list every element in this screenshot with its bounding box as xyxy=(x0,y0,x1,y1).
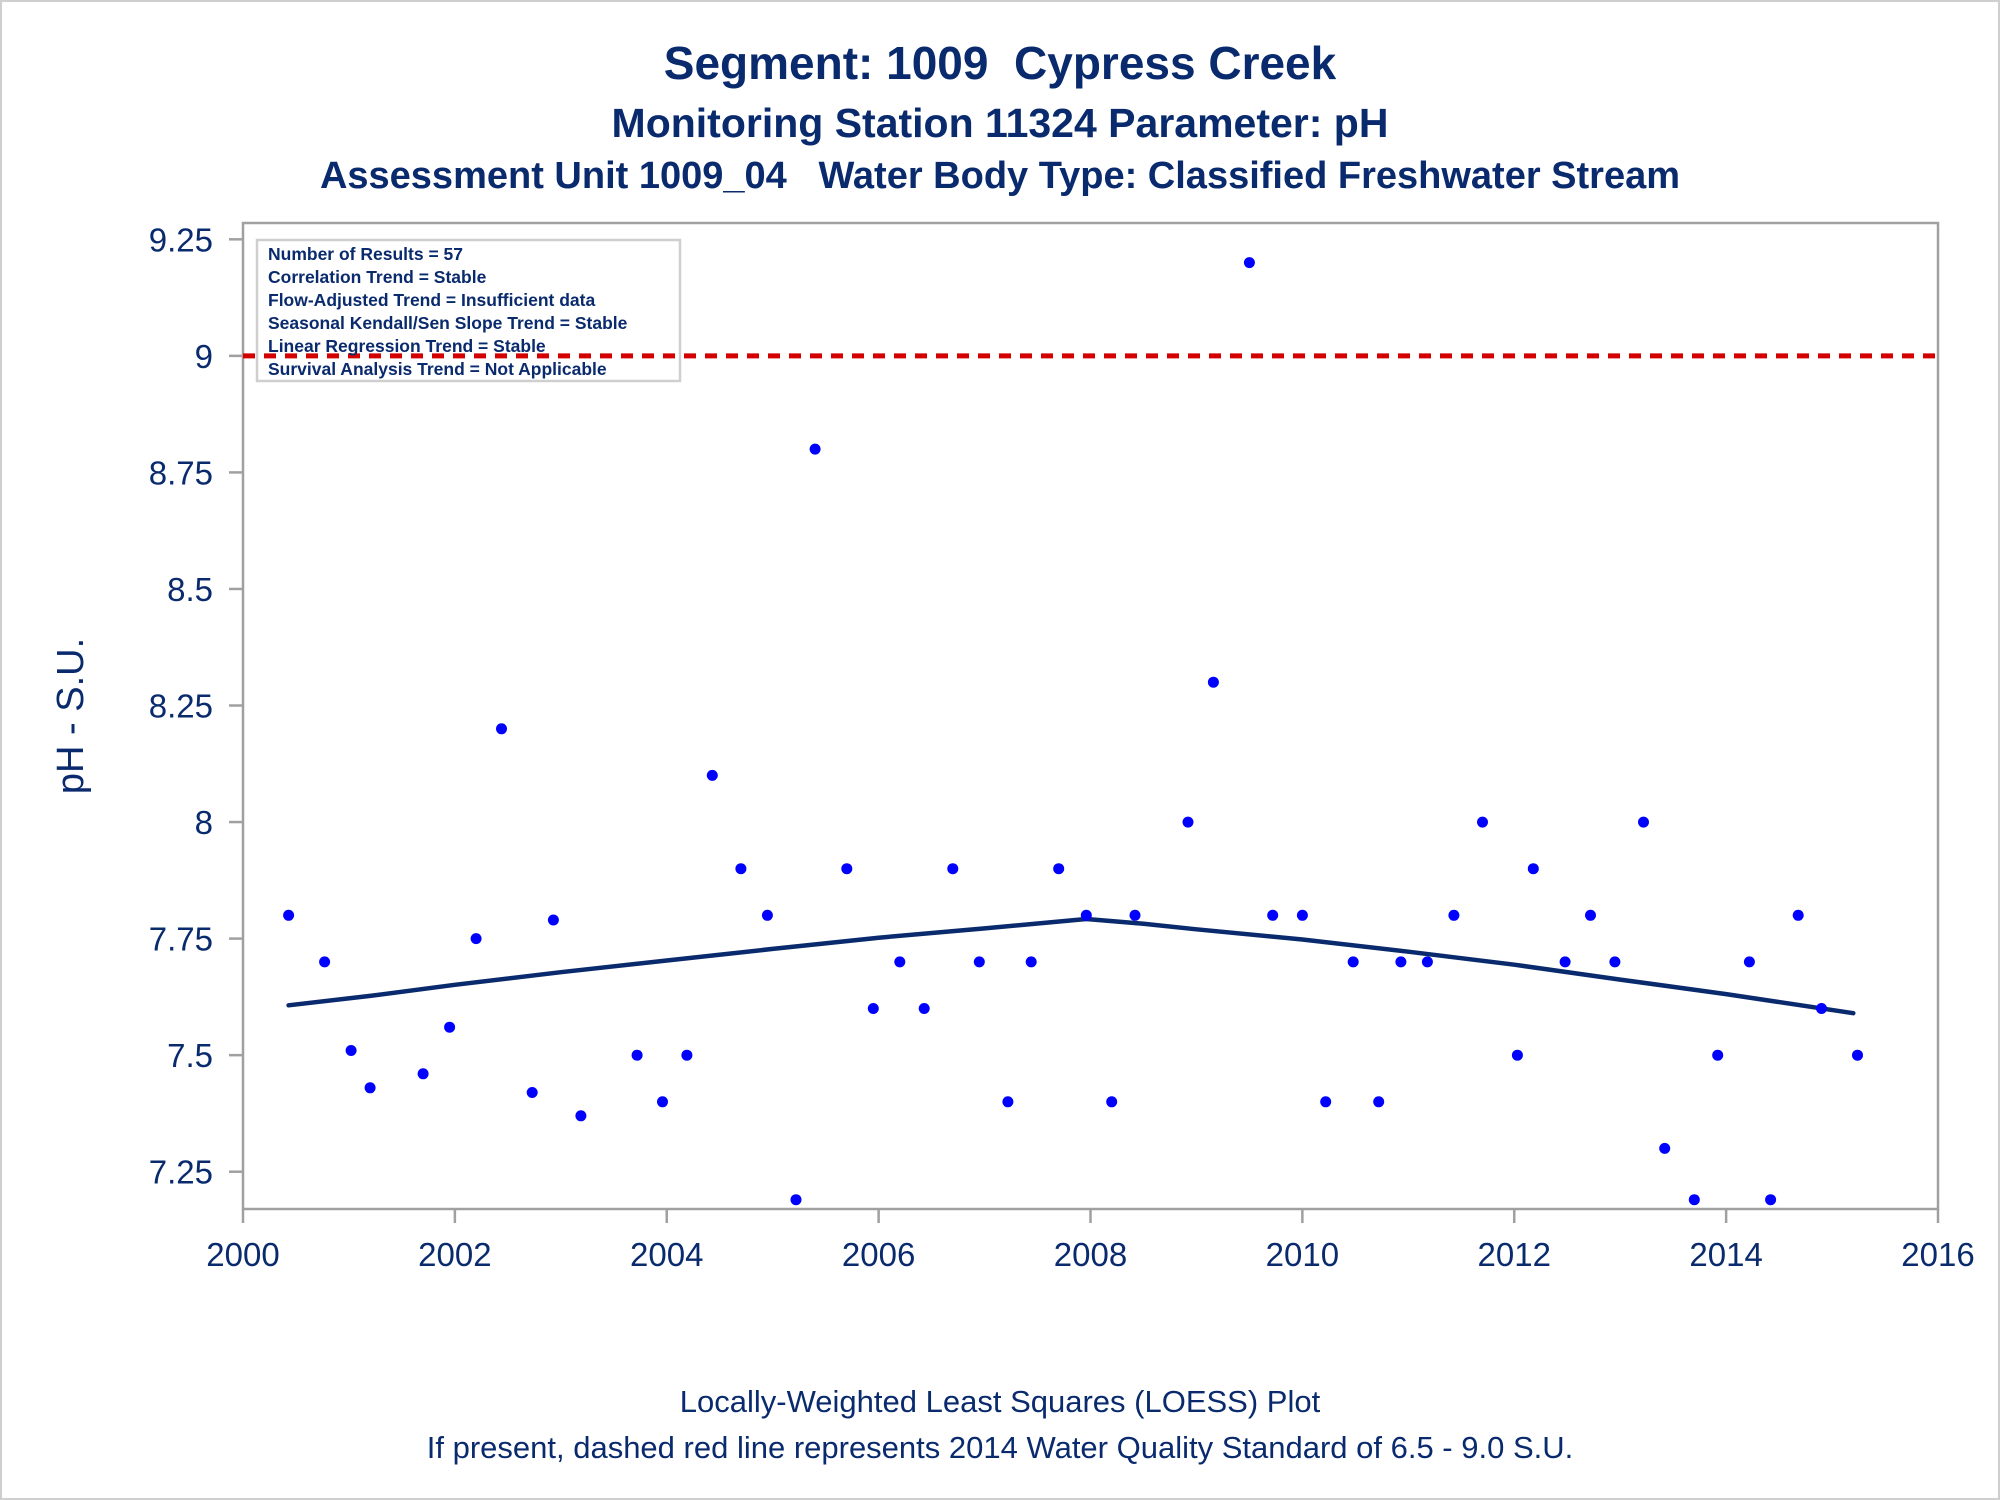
data-point xyxy=(1182,816,1194,828)
stats-line: Seasonal Kendall/Sen Slope Trend = Stabl… xyxy=(268,313,628,333)
y-tick-label: 8.75 xyxy=(149,454,213,491)
x-tick-label: 2006 xyxy=(842,1236,915,1273)
footnote-standard: If present, dashed red line represents 2… xyxy=(426,1430,1574,1465)
data-point xyxy=(1688,1194,1700,1206)
data-point xyxy=(631,1049,643,1061)
x-axis: 2000 2002 2004 2006 2008 2010 2012 2014 2016 xyxy=(206,1209,1975,1273)
data-point xyxy=(1025,956,1037,968)
data-point xyxy=(1609,956,1621,968)
data-point xyxy=(1267,909,1279,921)
stats-line: Correlation Trend = Stable xyxy=(268,267,487,287)
x-tick-label: 2014 xyxy=(1689,1236,1762,1273)
data-point xyxy=(1053,863,1065,875)
data-point xyxy=(345,1045,357,1056)
data-point xyxy=(1511,1049,1523,1061)
data-point xyxy=(1585,909,1596,921)
data-point xyxy=(364,1082,376,1094)
data-point xyxy=(1243,257,1255,269)
x-tick-label: 2012 xyxy=(1478,1236,1551,1273)
data-point xyxy=(1207,676,1219,688)
points-layer xyxy=(283,257,1863,1206)
data-point xyxy=(1527,863,1539,875)
data-point xyxy=(947,863,959,875)
stats-box-frame xyxy=(255,238,682,383)
stats-line: Survival Analysis Trend = Not Applicable xyxy=(268,359,607,379)
data-point xyxy=(894,956,906,968)
data-point xyxy=(1792,909,1804,921)
loess-curve xyxy=(286,916,1856,1016)
chart-subtitle-station: Monitoring Station 11324 Parameter: pH xyxy=(611,100,1389,146)
data-point xyxy=(1638,816,1649,828)
data-point xyxy=(841,863,853,875)
x-tick-label: 2004 xyxy=(630,1236,703,1273)
data-point xyxy=(973,956,985,968)
chart-subtitle-assessment: Assessment Unit 1009_04 Water Body Type:… xyxy=(319,155,1681,197)
data-point xyxy=(575,1110,587,1122)
data-point xyxy=(790,1194,802,1206)
data-point xyxy=(1347,956,1359,968)
y-axis: 7.25 7.5 7.75 8 8.25 8.5 8.75 9 9.25 xyxy=(149,221,243,1191)
footnote-method: Locally-Weighted Least Squares (LOESS) P… xyxy=(679,1384,1321,1419)
x-tick-label: 2002 xyxy=(418,1236,491,1273)
data-point xyxy=(319,956,331,968)
x-tick-label: 2000 xyxy=(206,1236,279,1273)
data-point xyxy=(1395,956,1407,968)
x-tick-label: 2016 xyxy=(1901,1236,1974,1273)
data-point xyxy=(706,769,718,781)
data-point xyxy=(761,909,773,921)
data-point xyxy=(470,933,482,945)
y-tick-label: 8.25 xyxy=(149,688,213,725)
y-tick-label: 8 xyxy=(195,804,213,841)
x-tick-label: 2010 xyxy=(1266,1236,1339,1273)
y-axis-label: pH - S.U. xyxy=(50,638,92,794)
data-point xyxy=(1712,1049,1724,1061)
data-point xyxy=(1296,909,1308,921)
y-tick-label: 7.25 xyxy=(149,1154,213,1191)
data-point xyxy=(547,914,559,926)
loess-layer xyxy=(286,916,1856,1016)
data-point xyxy=(1477,816,1488,828)
data-point xyxy=(1816,1003,1827,1014)
data-point xyxy=(1743,956,1755,968)
stats-line: Linear Regression Trend = Stable xyxy=(268,336,546,356)
y-tick-label: 7.75 xyxy=(149,921,213,958)
data-point xyxy=(1373,1096,1385,1108)
data-point xyxy=(444,1021,456,1033)
data-point xyxy=(809,443,821,455)
y-tick-label: 7.5 xyxy=(167,1037,213,1074)
data-point xyxy=(1106,1096,1118,1108)
y-tick-label: 8.5 xyxy=(167,571,213,608)
data-point xyxy=(1421,956,1433,968)
y-tick-label: 9.25 xyxy=(149,221,213,258)
data-point xyxy=(283,909,295,921)
data-point xyxy=(1448,909,1460,921)
data-point xyxy=(1659,1142,1671,1154)
data-point xyxy=(1559,956,1571,968)
stats-line: Flow-Adjusted Trend = Insufficient data xyxy=(268,290,595,310)
data-point xyxy=(918,1003,930,1014)
data-point xyxy=(1765,1194,1777,1206)
data-point xyxy=(657,1096,668,1108)
stats-line: Number of Results = 57 xyxy=(268,244,463,264)
y-tick-label: 9 xyxy=(195,338,213,375)
data-point xyxy=(496,723,507,735)
chart-title: Segment: 1009 Cypress Creek xyxy=(663,37,1337,89)
data-point xyxy=(1129,909,1141,921)
data-point xyxy=(1002,1096,1014,1108)
data-point xyxy=(526,1087,538,1098)
data-point xyxy=(1080,909,1092,921)
x-tick-label: 2008 xyxy=(1054,1236,1127,1273)
data-point xyxy=(417,1068,429,1080)
data-point xyxy=(681,1049,693,1061)
data-point xyxy=(867,1003,879,1014)
data-point xyxy=(735,863,747,875)
data-point xyxy=(1320,1096,1332,1108)
stats-box: Number of Results = 57 Correlation Trend … xyxy=(255,238,682,383)
data-point xyxy=(1852,1049,1863,1061)
